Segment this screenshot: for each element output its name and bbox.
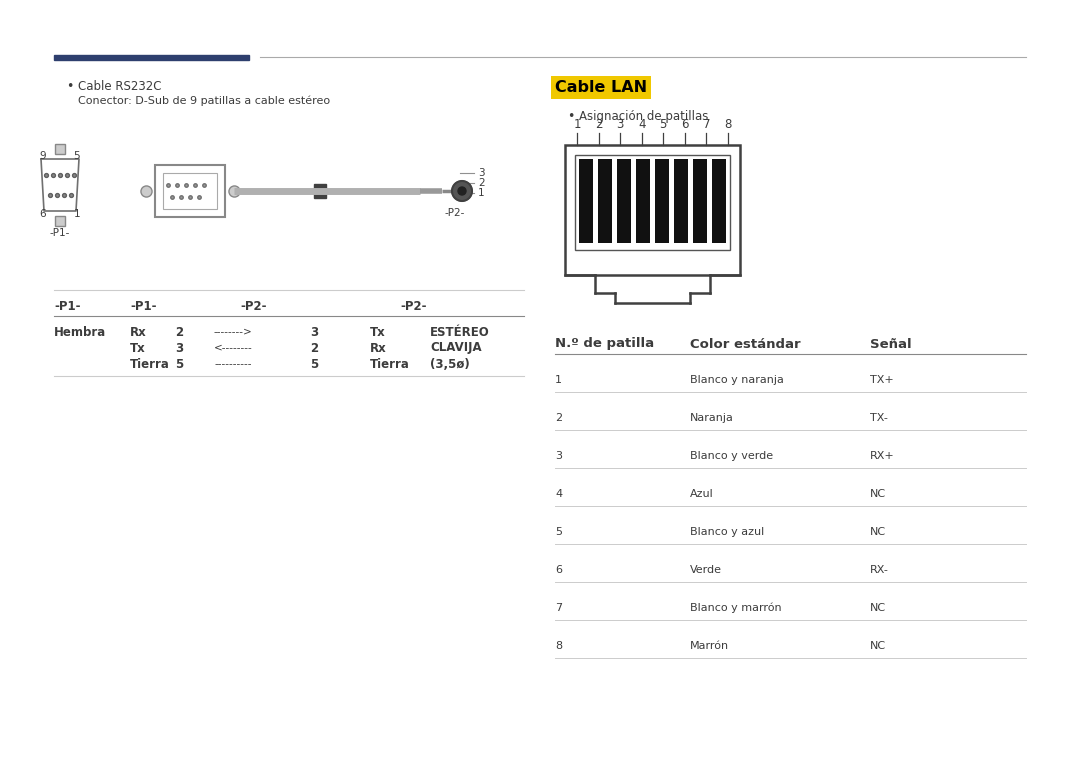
Text: RX+: RX+ [870,451,894,461]
Text: ----------: ---------- [214,359,252,369]
Text: Blanco y azul: Blanco y azul [690,527,765,537]
Text: Tierra: Tierra [370,358,410,371]
Text: Blanco y naranja: Blanco y naranja [690,375,784,385]
Bar [598,159,612,243]
Text: <--------: <-------- [214,343,253,353]
Bar [579,159,593,243]
Text: 2: 2 [595,118,603,131]
Text: TX-: TX- [870,413,888,423]
Bar [314,184,326,198]
Bar [54,55,249,60]
Text: Señal: Señal [870,337,912,350]
Text: TX+: TX+ [870,375,894,385]
Bar [163,173,217,209]
Text: 2: 2 [478,178,485,188]
Text: 3: 3 [555,451,562,461]
Bar [575,155,730,250]
Text: 8: 8 [725,118,731,131]
Text: Tx: Tx [370,326,386,339]
Text: Cable RS232C: Cable RS232C [78,80,162,93]
Bar [156,165,225,217]
Text: 6: 6 [40,209,46,219]
Text: NC: NC [870,489,886,499]
Text: •: • [66,80,73,93]
Text: 2: 2 [310,342,319,355]
Text: -P1-: -P1- [50,228,70,238]
Bar [674,159,688,243]
Text: Conector: D-Sub de 9 patillas a cable estéreo: Conector: D-Sub de 9 patillas a cable es… [78,95,330,105]
Circle shape [453,181,472,201]
Text: (3,5ø): (3,5ø) [430,358,470,371]
Text: 5: 5 [555,527,562,537]
Text: Hembra: Hembra [54,326,106,339]
Text: 3: 3 [478,168,485,178]
Text: 3: 3 [617,118,624,131]
Text: 4: 4 [555,489,562,499]
Text: NC: NC [870,641,886,651]
Text: -P1-: -P1- [54,300,81,313]
Text: Tx: Tx [130,342,146,355]
Text: •: • [567,110,575,123]
Text: Color estándar: Color estándar [690,337,800,350]
Text: Asignación de patillas: Asignación de patillas [579,110,708,123]
Text: -------->: --------> [214,327,253,337]
Text: Cable LAN: Cable LAN [555,80,647,95]
Text: Tierra: Tierra [130,358,170,371]
Text: -P1-: -P1- [130,300,157,313]
Text: RX-: RX- [870,565,889,575]
Text: Naranja: Naranja [690,413,734,423]
Text: -P2-: -P2- [400,300,427,313]
Text: 3: 3 [175,342,184,355]
Text: Rx: Rx [130,326,147,339]
Text: 7: 7 [555,603,562,613]
Text: Azul: Azul [690,489,714,499]
Text: Blanco y marrón: Blanco y marrón [690,603,782,613]
Text: -P2-: -P2- [445,208,465,218]
Text: NC: NC [870,527,886,537]
Text: 1: 1 [555,375,562,385]
Text: 2: 2 [555,413,562,423]
Text: 5: 5 [310,358,319,371]
Bar [693,159,707,243]
Text: 1: 1 [573,118,581,131]
Text: ESTÉREO: ESTÉREO [430,326,489,339]
Text: Blanco y verde: Blanco y verde [690,451,773,461]
Text: 1: 1 [73,209,80,219]
Text: 5: 5 [73,151,80,161]
Text: N.º de patilla: N.º de patilla [555,337,654,350]
Bar [565,145,740,275]
Bar [636,159,650,243]
Bar [712,159,726,243]
Text: 1: 1 [478,188,485,198]
Text: 5: 5 [660,118,667,131]
Text: NC: NC [870,603,886,613]
Text: CLAVIJA: CLAVIJA [430,342,482,355]
Bar [617,159,631,243]
Bar [654,159,669,243]
Text: Marrón: Marrón [690,641,729,651]
Text: 3: 3 [310,326,319,339]
Text: 4: 4 [638,118,646,131]
Text: 9: 9 [40,151,46,161]
Text: 8: 8 [555,641,562,651]
Text: 2: 2 [175,326,184,339]
Text: Verde: Verde [690,565,723,575]
Text: 7: 7 [703,118,711,131]
Circle shape [458,187,465,195]
Text: 5: 5 [175,358,184,371]
Text: 6: 6 [681,118,689,131]
Text: Rx: Rx [370,342,387,355]
Text: 6: 6 [555,565,562,575]
Text: -P2-: -P2- [240,300,267,313]
